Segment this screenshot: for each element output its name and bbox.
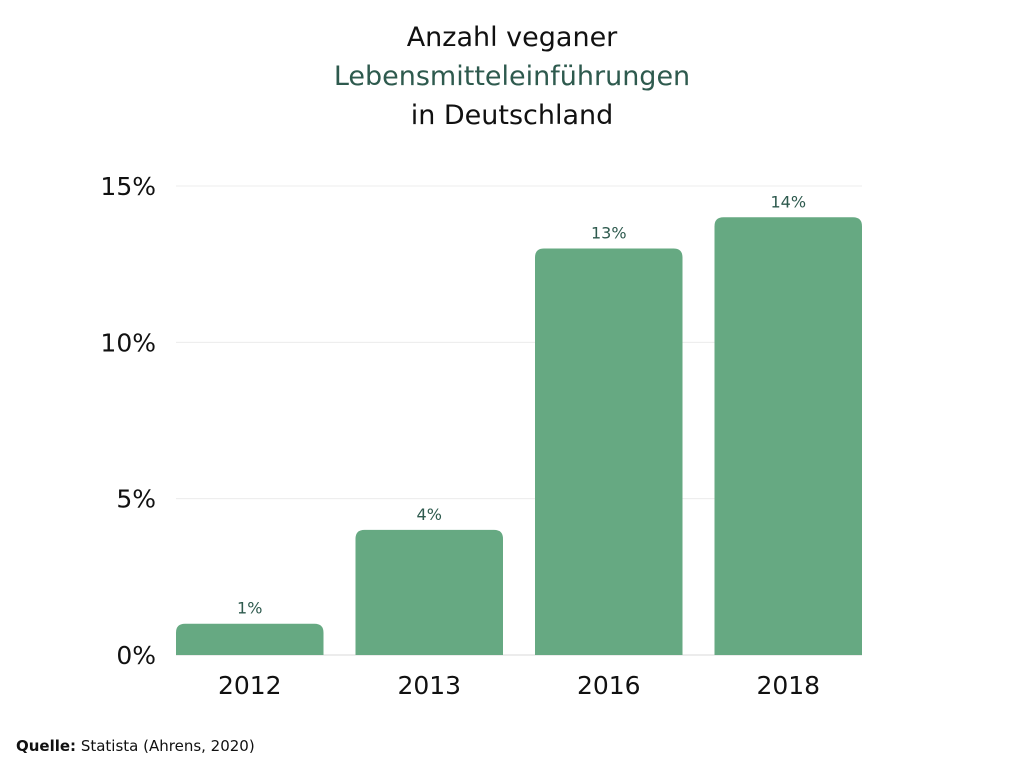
x-tick-label: 2013 <box>397 671 461 700</box>
chart-title: Anzahl veganer Lebensmitteleinführungen … <box>0 18 1024 135</box>
chart-title-line-2: Lebensmitteleinführungen <box>333 61 691 92</box>
bar-2013 <box>355 529 503 655</box>
y-tick-label: 5% <box>116 485 156 514</box>
y-tick-label: 10% <box>100 328 156 357</box>
x-tick-label: 2016 <box>577 671 641 700</box>
bar-value-label: 4% <box>417 505 442 524</box>
y-tick-label: 0% <box>116 641 156 670</box>
bar-value-label: 13% <box>591 224 627 243</box>
bar-value-label: 1% <box>237 599 262 618</box>
source-note: Quelle: Statista (Ahrens, 2020) <box>16 737 255 755</box>
bar-2018 <box>714 217 862 655</box>
bar-2012 <box>176 623 324 655</box>
chart-title-line-3: in Deutschland <box>410 100 614 131</box>
source-text: Statista (Ahrens, 2020) <box>76 737 255 755</box>
x-tick-label: 2012 <box>218 671 282 700</box>
chart-title-line-1: Anzahl veganer <box>406 22 618 53</box>
source-label: Quelle: <box>16 737 77 755</box>
bar-value-label: 14% <box>770 192 806 211</box>
bar-2016 <box>535 248 683 656</box>
x-tick-label: 2018 <box>756 671 820 700</box>
y-tick-label: 15% <box>100 172 156 201</box>
